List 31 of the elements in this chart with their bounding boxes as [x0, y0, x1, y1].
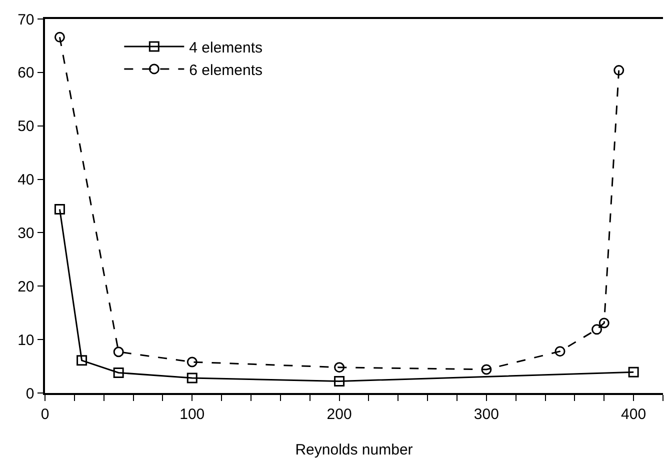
- point: [592, 324, 602, 335]
- point: [113, 346, 124, 358]
- point: [628, 366, 639, 378]
- point: [186, 372, 198, 384]
- y-tick-label: 30: [18, 224, 34, 242]
- y-tick-label: 0: [26, 385, 34, 402]
- y-tick-label: 50: [18, 118, 34, 136]
- point: [554, 346, 566, 357]
- point: [186, 356, 198, 368]
- y-tick-label: 70: [18, 11, 34, 28]
- y-tick-label: 40: [18, 172, 34, 189]
- point: [614, 65, 624, 76]
- point: [76, 355, 88, 366]
- point: [334, 362, 345, 373]
- point: [54, 204, 65, 214]
- legend-label: 4 elements: [189, 39, 263, 56]
- y-tick-label: 20: [18, 278, 34, 296]
- y-tick-label: 60: [18, 64, 34, 82]
- point: [54, 32, 65, 42]
- point: [481, 364, 492, 375]
- legend-label: 6 elements: [189, 62, 263, 79]
- x-tick-label: 400: [621, 406, 646, 423]
- x-tick-label: 300: [474, 406, 499, 423]
- x-axis-title: Reynolds number: [295, 441, 413, 458]
- point: [598, 318, 610, 328]
- point: [113, 367, 124, 378]
- y-tick-label: 10: [18, 332, 34, 349]
- x-tick-label: 200: [326, 406, 352, 423]
- point: [334, 376, 345, 386]
- x-tick-label: 0: [40, 406, 50, 423]
- x-tick-label: 100: [180, 406, 205, 423]
